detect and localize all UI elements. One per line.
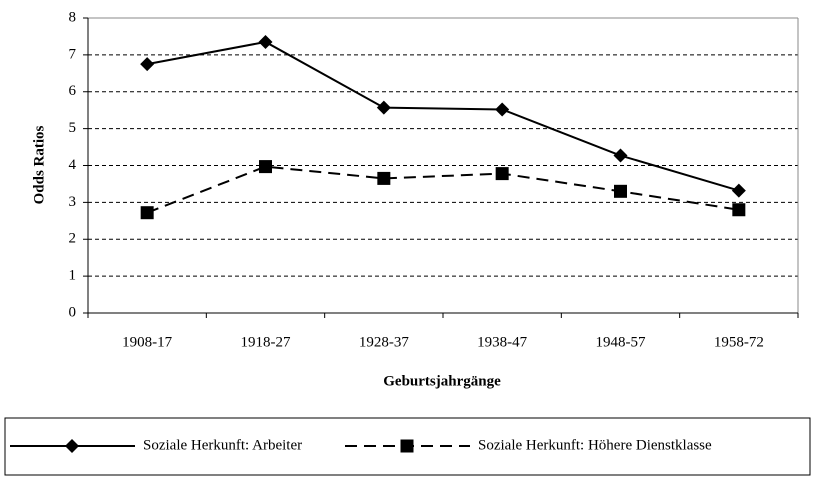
y-tick-label: 7 (69, 46, 77, 62)
y-tick-label: 1 (69, 268, 77, 284)
y-tick-label: 5 (69, 120, 77, 136)
y-tick-label: 3 (69, 194, 77, 210)
marker (140, 57, 155, 72)
x-tick-label: 1908-17 (122, 334, 172, 350)
marker (731, 183, 746, 198)
y-tick-label: 0 (69, 304, 77, 320)
x-tick-label: 1918-27 (241, 334, 291, 350)
y-tick-label: 8 (69, 9, 77, 25)
series-line (146, 40, 740, 192)
x-axis-label: Geburtsjahrgänge (383, 373, 501, 389)
legend-box (4, 417, 811, 476)
marker (377, 171, 391, 185)
marker (140, 206, 154, 220)
y-tick-label: 4 (69, 157, 77, 173)
x-tick-label: 1958-72 (714, 334, 764, 350)
legend-label: Soziale Herkunft: Höhere Dienstklasse (478, 437, 712, 453)
legend-marker (400, 439, 414, 453)
marker (376, 100, 391, 115)
legend-marker (65, 439, 79, 453)
y-axis-label: Odds Ratios (31, 125, 47, 204)
legend-label: Soziale Herkunft: Arbeiter (143, 437, 302, 453)
y-tick-label: 2 (69, 231, 77, 247)
marker (495, 102, 510, 117)
x-tick-label: 1938-47 (477, 334, 527, 350)
y-tick-label: 6 (69, 83, 77, 99)
marker (495, 167, 509, 181)
marker (258, 34, 273, 49)
x-tick-label: 1928-37 (359, 334, 409, 350)
marker (613, 148, 628, 163)
marker (614, 184, 627, 198)
marker (259, 160, 272, 174)
series-line (146, 165, 739, 214)
x-tick-label: 1948-57 (596, 334, 646, 350)
marker (732, 203, 746, 217)
